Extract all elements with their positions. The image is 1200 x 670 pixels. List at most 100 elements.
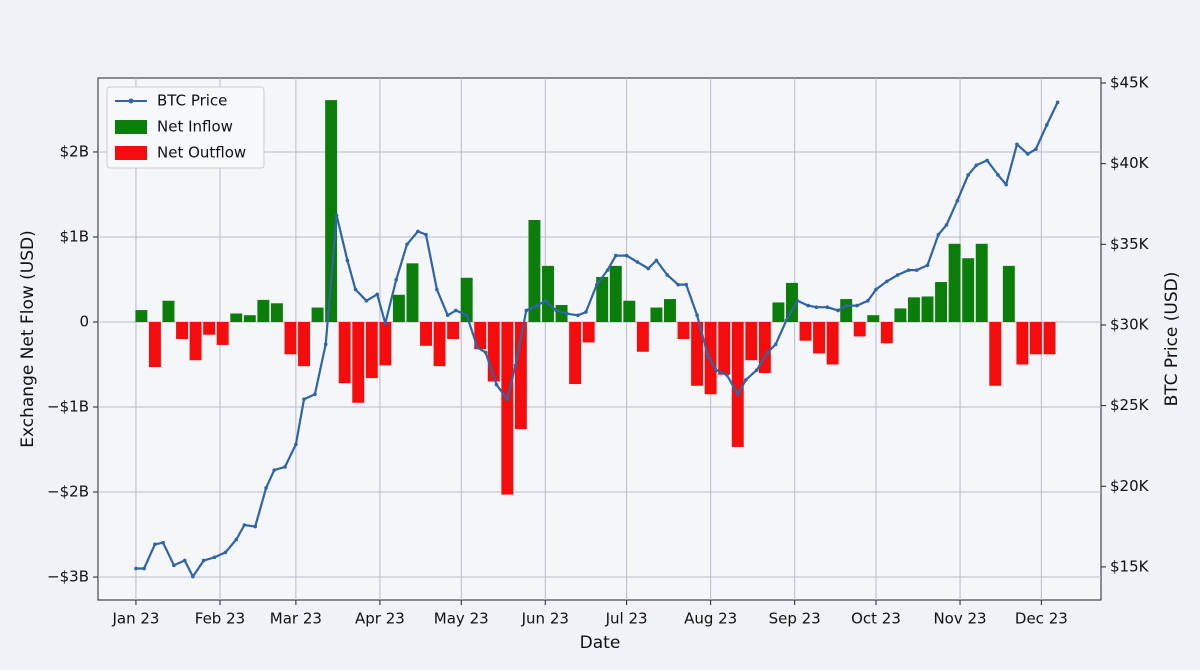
x-tick-label: Dec 23	[1015, 610, 1068, 628]
price-point	[695, 313, 699, 318]
legend-label: Net Inflow	[157, 118, 233, 136]
price-point	[172, 563, 176, 568]
bar	[799, 321, 812, 341]
price-point	[635, 260, 640, 264]
bar	[365, 321, 378, 379]
bar	[284, 321, 297, 355]
price-point	[383, 321, 388, 326]
price-point	[744, 378, 748, 382]
price-point	[161, 540, 165, 545]
price-point	[844, 303, 848, 308]
price-point	[313, 392, 317, 397]
price-point	[985, 158, 989, 163]
price-point	[272, 468, 277, 472]
price-point	[435, 287, 439, 292]
x-tick-label: Jan 23	[111, 610, 159, 628]
price-point	[1044, 123, 1049, 127]
x-tick-label: Feb 23	[195, 610, 245, 628]
bar	[514, 321, 527, 430]
price-point	[405, 242, 409, 247]
price-point	[1055, 100, 1060, 105]
price-point	[735, 392, 740, 397]
price-point	[483, 350, 488, 355]
price-point	[576, 313, 580, 318]
bar	[935, 282, 948, 322]
bar	[677, 321, 690, 339]
price-point	[885, 279, 889, 284]
bar	[623, 300, 636, 322]
x-tick-label: Apr 23	[355, 610, 405, 628]
legend-marker	[128, 98, 134, 104]
y2-tick-label: $20K	[1110, 477, 1150, 495]
price-point	[825, 305, 830, 310]
x-tick-label: May 23	[434, 610, 489, 628]
bar	[596, 276, 609, 322]
price-point	[524, 308, 529, 313]
price-point	[714, 368, 718, 372]
price-point	[925, 263, 930, 268]
bar	[501, 321, 514, 495]
price-point	[142, 566, 146, 571]
bar	[298, 321, 310, 367]
y-tick-label: −$1B	[47, 398, 89, 416]
bar	[243, 315, 256, 322]
bar	[162, 300, 175, 322]
bar	[148, 321, 161, 368]
bar	[975, 243, 988, 322]
price-point	[944, 223, 949, 227]
bar	[813, 321, 826, 354]
bar	[1002, 265, 1015, 322]
x-tick-label: Sep 23	[769, 610, 821, 628]
bar	[528, 219, 541, 322]
price-point	[773, 342, 778, 347]
bar	[691, 321, 704, 386]
x-tick-label: Jul 23	[605, 610, 648, 628]
bar	[216, 321, 229, 345]
legend-swatch	[115, 120, 147, 134]
price-point	[855, 303, 859, 308]
bar	[650, 307, 663, 322]
price-point	[134, 566, 138, 571]
price-point	[153, 542, 157, 547]
bar	[636, 321, 649, 352]
bar	[487, 321, 500, 382]
bar	[555, 304, 568, 322]
price-point	[1026, 152, 1030, 156]
price-point	[505, 397, 510, 401]
y2-tick-label: $15K	[1110, 557, 1150, 575]
price-point	[784, 318, 789, 322]
bar	[1016, 321, 1029, 365]
bar	[989, 321, 1002, 386]
bar	[718, 321, 731, 375]
price-point	[605, 268, 610, 272]
price-point	[906, 268, 911, 272]
price-point	[424, 232, 428, 237]
bar	[474, 321, 487, 350]
price-point	[1015, 142, 1019, 147]
price-point	[565, 311, 569, 316]
bar	[664, 299, 676, 322]
y2-tick-label: $40K	[1110, 154, 1150, 172]
price-point	[754, 368, 759, 372]
price-point	[283, 465, 287, 469]
legend-swatch	[115, 146, 147, 160]
price-point	[513, 363, 518, 368]
bar	[921, 296, 934, 322]
bar	[325, 100, 338, 322]
price-point	[974, 163, 979, 168]
bar	[230, 313, 243, 322]
y2-axis-label: BTC Price (USD)	[1162, 272, 1182, 407]
price-point	[394, 277, 398, 282]
bar	[569, 321, 582, 385]
price-point	[795, 298, 800, 303]
bar	[433, 321, 446, 367]
price-point	[684, 282, 689, 287]
bar	[1029, 321, 1042, 355]
bar	[907, 297, 920, 322]
price-point	[654, 258, 659, 263]
y-axis-label: Exchange Net Flow (USD)	[18, 230, 38, 448]
price-point	[543, 298, 548, 303]
bar	[962, 258, 975, 322]
bar	[745, 321, 758, 361]
